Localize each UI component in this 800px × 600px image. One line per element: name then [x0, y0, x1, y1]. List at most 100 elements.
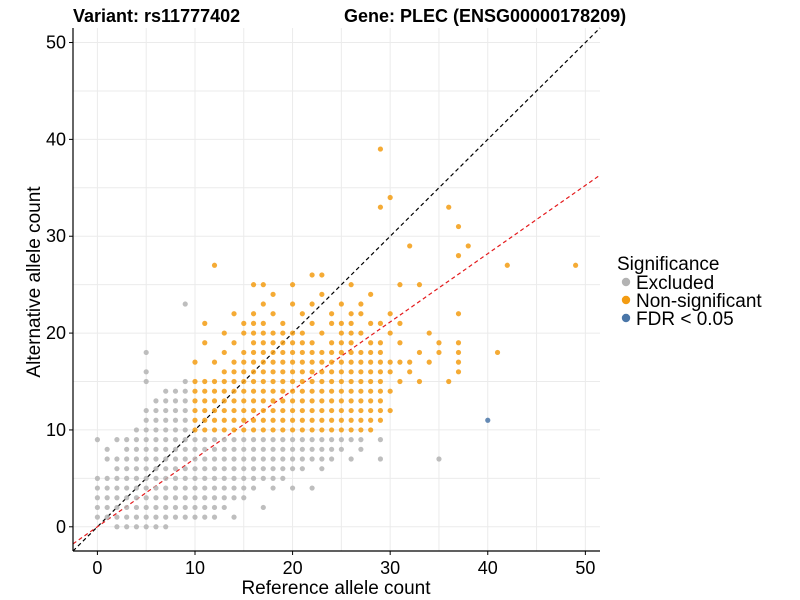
point-non-significant [348, 311, 354, 317]
point-excluded [280, 475, 286, 481]
point-excluded [329, 446, 335, 452]
point-excluded [202, 475, 208, 481]
point-excluded [124, 524, 130, 530]
point-non-significant [260, 330, 266, 336]
point-non-significant [309, 398, 315, 404]
point-non-significant [260, 301, 266, 307]
point-non-significant [250, 359, 257, 365]
point-non-significant [270, 417, 276, 423]
point-non-significant [211, 359, 218, 365]
point-non-significant [221, 417, 227, 423]
point-non-significant [250, 320, 257, 326]
point-non-significant [358, 330, 364, 336]
point-excluded [163, 466, 169, 472]
point-non-significant [309, 340, 315, 346]
y-axis-title: Alternative allele count [24, 186, 45, 378]
point-non-significant [348, 369, 354, 375]
y-tick-label: 20 [46, 323, 66, 343]
point-non-significant [260, 359, 266, 365]
point-excluded [124, 495, 130, 501]
point-excluded [143, 427, 149, 433]
point-excluded [202, 504, 208, 511]
point-excluded [124, 475, 130, 481]
point-excluded [280, 446, 286, 452]
point-non-significant [319, 291, 325, 297]
point-non-significant [416, 378, 423, 385]
point-non-significant [299, 378, 305, 385]
point-non-significant [289, 388, 296, 394]
point-non-significant [211, 388, 218, 394]
point-non-significant [231, 398, 237, 404]
point-non-significant [368, 291, 374, 297]
point-non-significant [319, 378, 325, 385]
point-excluded [202, 466, 208, 472]
point-excluded [377, 456, 384, 462]
point-non-significant [289, 378, 296, 385]
point-non-significant [338, 349, 344, 356]
point-non-significant [377, 378, 384, 385]
point-non-significant [348, 388, 354, 394]
point-excluded [114, 437, 120, 443]
point-excluded [143, 417, 149, 423]
point-non-significant [241, 359, 247, 365]
point-non-significant [329, 427, 335, 433]
point-excluded [172, 485, 179, 491]
point-non-significant [280, 340, 286, 346]
point-excluded [299, 466, 305, 472]
point-non-significant [221, 398, 227, 404]
reference-line-fit [72, 174, 601, 545]
point-excluded [172, 398, 179, 404]
point-non-significant [309, 369, 315, 375]
point-excluded [289, 485, 296, 491]
point-non-significant [377, 146, 384, 152]
x-tick-label: 50 [575, 558, 595, 578]
point-excluded [221, 466, 227, 472]
point-non-significant [231, 407, 237, 414]
point-non-significant [377, 407, 384, 414]
point-non-significant [368, 427, 374, 433]
point-non-significant [377, 204, 384, 210]
reference-lines [72, 27, 601, 552]
point-excluded [104, 495, 110, 501]
point-non-significant [250, 311, 257, 317]
point-excluded [319, 446, 325, 452]
point-excluded [163, 514, 169, 520]
point-non-significant [299, 369, 305, 375]
point-non-significant [280, 378, 286, 385]
point-excluded [202, 446, 208, 452]
point-excluded [143, 407, 149, 414]
point-excluded [231, 446, 237, 452]
point-excluded [104, 514, 110, 520]
point-non-significant [329, 349, 335, 356]
point-excluded [221, 446, 227, 452]
point-non-significant [231, 388, 237, 394]
point-non-significant [221, 330, 227, 336]
point-non-significant [358, 301, 364, 307]
point-excluded [289, 446, 296, 452]
point-excluded [133, 485, 140, 491]
point-excluded [172, 456, 179, 462]
point-excluded [153, 407, 159, 414]
point-non-significant [270, 407, 276, 414]
point-non-significant [260, 417, 266, 423]
point-non-significant [387, 407, 393, 414]
point-non-significant [426, 359, 432, 365]
point-non-significant [407, 369, 413, 375]
legend-key-non-significant [621, 295, 631, 305]
point-excluded [289, 437, 296, 443]
point-excluded [231, 466, 237, 472]
point-excluded [221, 485, 227, 491]
point-excluded [182, 475, 188, 481]
point-excluded [192, 475, 198, 481]
point-non-significant [299, 388, 305, 394]
point-non-significant [329, 320, 335, 326]
chart-title-variant: Variant: rs11777402 [73, 6, 240, 26]
point-non-significant [270, 427, 276, 433]
point-excluded [221, 456, 227, 462]
point-excluded [124, 456, 130, 462]
point-non-significant [494, 349, 501, 356]
point-excluded [124, 466, 130, 472]
point-excluded [133, 446, 140, 452]
point-excluded [104, 475, 110, 481]
point-non-significant [358, 359, 364, 365]
